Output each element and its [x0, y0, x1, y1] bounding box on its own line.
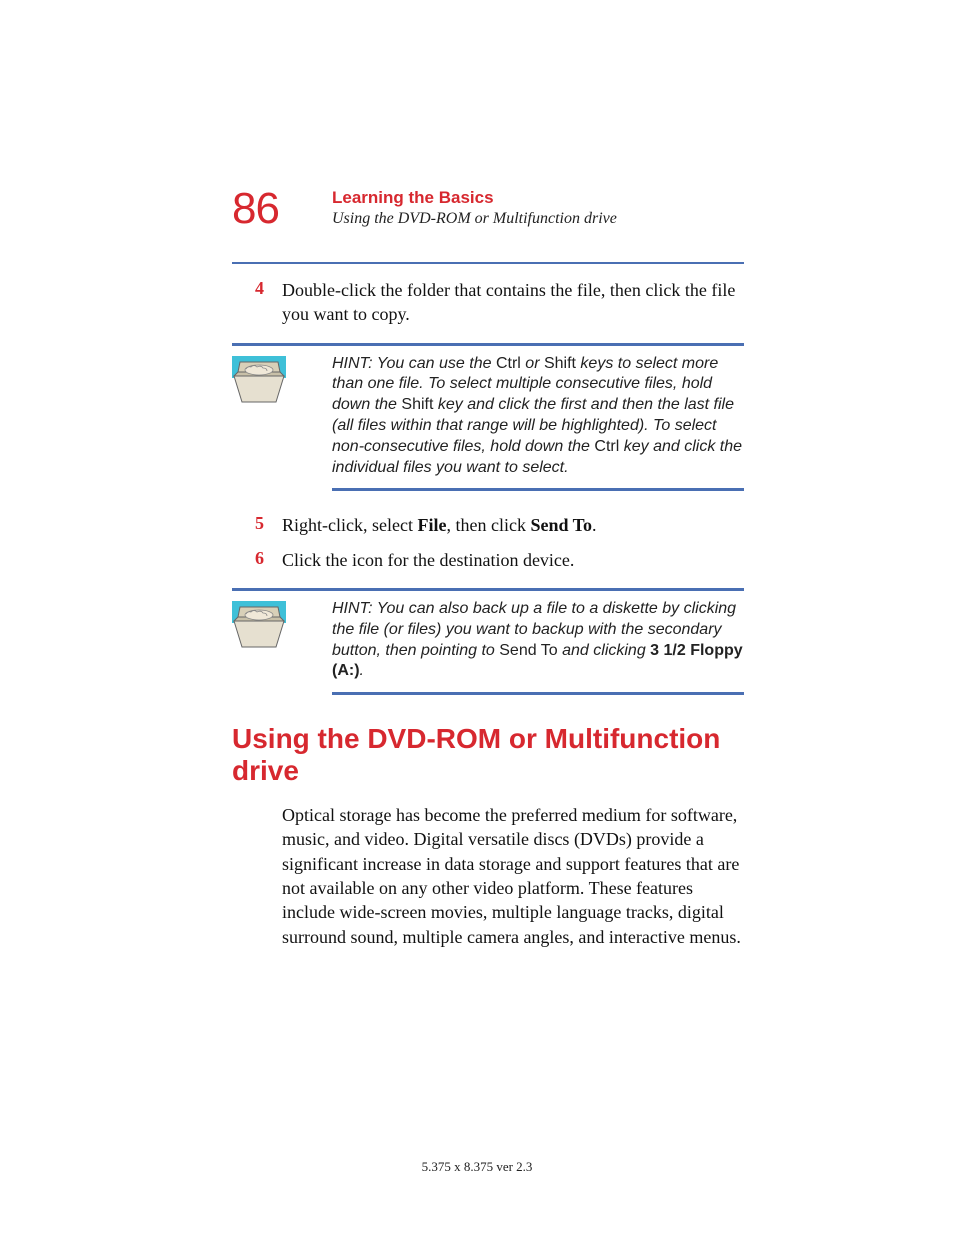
treasure-box-icon	[232, 356, 286, 404]
step-number: 6	[232, 548, 282, 572]
key-shift: Shift	[401, 396, 433, 413]
page-body: 4 Double-click the folder that contains …	[232, 278, 744, 949]
hint-segment: .	[360, 662, 364, 679]
page-header: 86 Learning the Basics Using the DVD-ROM…	[232, 188, 744, 248]
hint-row: HINT: You can also back up a file to a d…	[232, 591, 744, 692]
step-item: 6 Click the icon for the destination dev…	[232, 548, 744, 572]
section-subtitle: Using the DVD-ROM or Multifunction drive	[332, 210, 617, 228]
hint-segment: and clicking	[558, 642, 651, 659]
steps-group: 5 Right-click, select File, then click S…	[232, 513, 744, 572]
hint-text: HINT: You can also back up a file to a d…	[332, 599, 744, 682]
step-number: 4	[232, 278, 282, 327]
page-footer: 5.375 x 8.375 ver 2.3	[0, 1159, 954, 1175]
header-rule	[232, 262, 744, 264]
hint-icon	[232, 354, 292, 409]
key-ctrl: Ctrl	[496, 355, 521, 372]
menu-send-to: Send To	[499, 642, 557, 659]
hint-block: HINT: You can use the Ctrl or Shift keys…	[232, 343, 744, 492]
hint-bottom-rule	[332, 692, 744, 695]
hint-bottom-rule	[332, 488, 744, 491]
step-number: 5	[232, 513, 282, 537]
menu-file: File	[417, 515, 446, 535]
step-text: Right-click, select File, then click Sen…	[282, 513, 744, 537]
hint-icon	[232, 599, 292, 654]
hint-text: HINT: You can use the Ctrl or Shift keys…	[332, 354, 744, 479]
section-heading: Using the DVD-ROM or Multifunction drive	[232, 723, 744, 787]
step-text: Click the icon for the destination devic…	[282, 548, 744, 572]
step-text: Double-click the folder that contains th…	[282, 278, 744, 327]
hint-segment: HINT: You can use the	[332, 355, 496, 372]
step-segment: , then click	[446, 515, 530, 535]
step-segment: Right-click, select	[282, 515, 417, 535]
body-paragraph: Optical storage has become the preferred…	[282, 803, 744, 949]
hint-row: HINT: You can use the Ctrl or Shift keys…	[232, 346, 744, 489]
page: 86 Learning the Basics Using the DVD-ROM…	[0, 0, 954, 1235]
key-shift: Shift	[544, 355, 576, 372]
hint-block: HINT: You can also back up a file to a d…	[232, 588, 744, 695]
step-item: 5 Right-click, select File, then click S…	[232, 513, 744, 537]
step-segment: .	[592, 515, 597, 535]
menu-send-to: Send To	[530, 515, 592, 535]
treasure-box-icon	[232, 601, 286, 649]
page-number: 86	[232, 184, 279, 234]
step-item: 4 Double-click the folder that contains …	[232, 278, 744, 327]
hint-segment: or	[521, 355, 544, 372]
chapter-title: Learning the Basics	[332, 188, 494, 208]
key-ctrl: Ctrl	[594, 438, 619, 455]
